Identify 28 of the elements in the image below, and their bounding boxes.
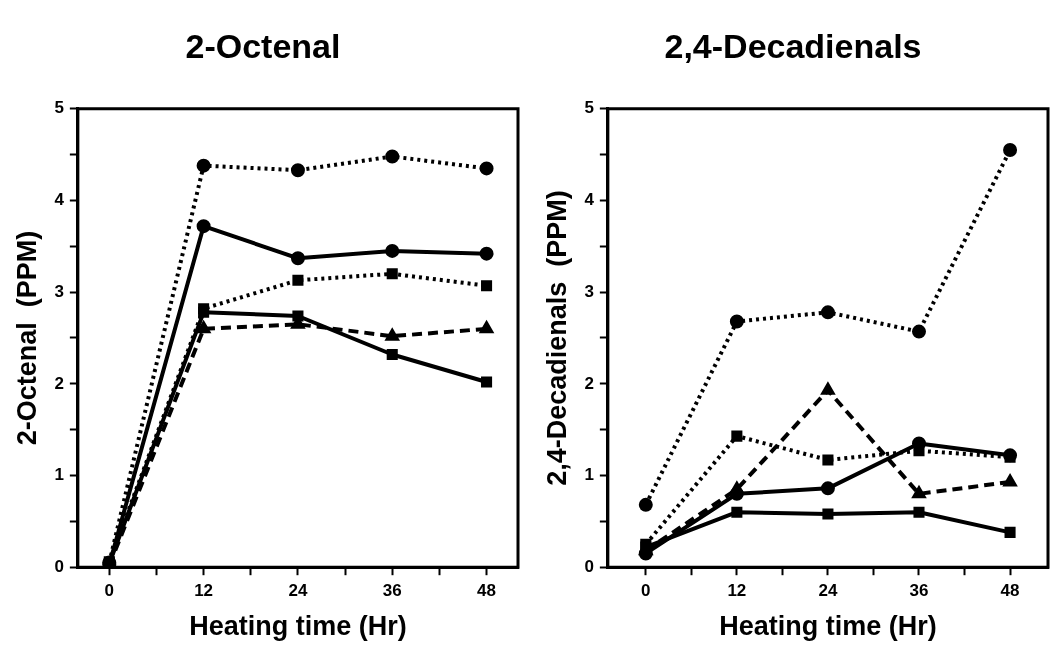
y-tick-label: 0 — [584, 556, 594, 576]
y-tick-label: 3 — [584, 281, 594, 301]
y-axis-title: 2,4-Decadienals (PPM) — [541, 190, 572, 486]
y-tick-label: 2 — [584, 373, 594, 393]
x-tick-label: 0 — [641, 581, 651, 601]
x-tick-label: 0 — [104, 581, 115, 601]
x-tick-label: 24 — [818, 581, 838, 601]
x-axis-title: Heating time (Hr) — [189, 611, 407, 642]
y-axis-title: 2-Octenal (PPM) — [11, 230, 42, 446]
x-tick-label: 12 — [727, 581, 747, 601]
y-tick-label: 1 — [584, 465, 594, 485]
x-tick-label: 24 — [288, 581, 308, 601]
y-tick-label: 2 — [54, 373, 64, 393]
x-tick-label: 48 — [477, 581, 497, 601]
y-tick-label: 1 — [54, 465, 64, 485]
y-tick-label: 4 — [54, 190, 65, 210]
x-tick-label: 36 — [382, 581, 402, 601]
y-tick-label: 3 — [54, 281, 64, 301]
y-tick-label: 4 — [584, 190, 595, 210]
x-tick-label: 36 — [909, 581, 929, 601]
chart-title: 2,4-Decadienals — [664, 26, 922, 65]
y-tick-label: 5 — [584, 98, 594, 118]
chart-title: 2-Octenal — [185, 26, 341, 65]
y-tick-label: 0 — [54, 556, 64, 576]
x-tick-label: 48 — [1000, 581, 1020, 601]
x-axis-title: Heating time (Hr) — [719, 611, 937, 642]
y-tick-label: 5 — [54, 98, 64, 118]
x-tick-label: 12 — [194, 581, 214, 601]
